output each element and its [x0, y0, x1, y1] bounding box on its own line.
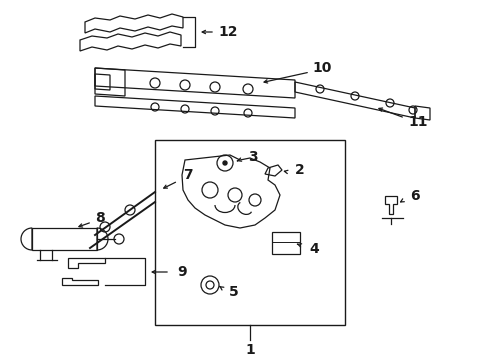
Text: 9: 9 [177, 265, 186, 279]
Bar [155, 140, 345, 325]
Text: 1: 1 [244, 343, 254, 357]
Bar [271, 232, 299, 254]
Text: 11: 11 [407, 115, 427, 129]
Text: 8: 8 [95, 211, 104, 225]
Circle shape [223, 161, 226, 165]
Text: 10: 10 [312, 61, 331, 75]
Text: 3: 3 [248, 150, 257, 164]
Text: 12: 12 [218, 25, 237, 39]
Text: 5: 5 [229, 285, 238, 299]
Text: 2: 2 [295, 163, 304, 177]
Bar [32, 228, 97, 250]
Text: 6: 6 [409, 189, 419, 203]
Text: 4: 4 [308, 242, 318, 256]
Text: 7: 7 [183, 168, 192, 182]
